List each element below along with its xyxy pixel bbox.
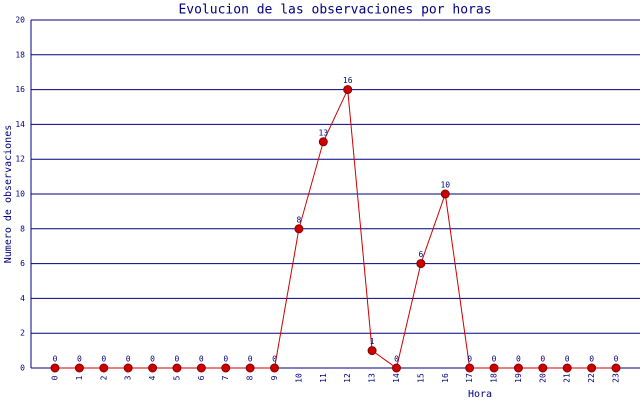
point — [294, 224, 304, 234]
point — [538, 363, 548, 373]
point — [123, 363, 133, 373]
data-label: 0 — [126, 355, 131, 364]
x-tick-label: 21 — [563, 373, 572, 383]
data-label: 0 — [516, 355, 521, 364]
x-tick-label: 4 — [148, 375, 157, 380]
data-label: 0 — [272, 355, 277, 364]
data-label: 0 — [101, 355, 106, 364]
x-tick-label: 16 — [441, 373, 450, 383]
data-label: 0 — [199, 355, 204, 364]
x-tick-label: 15 — [416, 373, 425, 383]
data-label: 8 — [296, 215, 301, 224]
x-tick-label: 14 — [392, 373, 401, 383]
x-tick-label: 2 — [99, 375, 108, 380]
x-tick-label: 22 — [587, 373, 596, 383]
x-tick-label: 9 — [270, 375, 279, 380]
data-label: 13 — [318, 128, 328, 137]
x-tick-label: 17 — [465, 373, 474, 383]
point — [50, 363, 60, 373]
x-tick-label: 10 — [294, 373, 303, 383]
point — [611, 363, 621, 373]
point — [148, 363, 158, 373]
y-tick-label: 10 — [15, 190, 25, 199]
data-label: 10 — [440, 181, 450, 190]
x-tick-label: 5 — [172, 375, 181, 380]
data-label: 1 — [370, 337, 375, 346]
data-label: 0 — [540, 355, 545, 364]
y-tick-label: 20 — [15, 16, 25, 25]
x-tick-label: 23 — [612, 373, 621, 383]
y-tick-label: 18 — [15, 50, 25, 59]
x-tick-label: 12 — [343, 373, 352, 383]
point — [440, 189, 450, 199]
y-tick-label: 2 — [20, 329, 25, 338]
data-label: 0 — [614, 355, 619, 364]
data-label: 0 — [394, 355, 399, 364]
point — [74, 363, 84, 373]
x-tick-label: 6 — [197, 375, 206, 380]
point — [587, 363, 597, 373]
x-tick-label: 18 — [490, 373, 499, 383]
y-tick-label: 14 — [15, 120, 25, 129]
x-tick-label: 20 — [538, 373, 547, 383]
y-tick-label: 4 — [20, 294, 25, 303]
y-tick-label: 16 — [15, 85, 25, 94]
data-label: 0 — [150, 355, 155, 364]
y-axis-label: Numero de observaciones — [3, 125, 14, 263]
chart-title: Evolucion de las observaciones por horas — [178, 3, 491, 18]
y-tick-label: 8 — [20, 224, 25, 233]
data-label: 0 — [223, 355, 228, 364]
data-label: 0 — [565, 355, 570, 364]
x-tick-label: 1 — [75, 375, 84, 380]
point — [513, 363, 523, 373]
point — [562, 363, 572, 373]
x-tick-label: 11 — [319, 373, 328, 383]
data-label: 0 — [53, 355, 58, 364]
y-tick-label: 0 — [20, 364, 25, 373]
x-tick-label: 3 — [124, 375, 133, 380]
x-tick-label: 13 — [368, 373, 377, 383]
point — [99, 363, 109, 373]
data-label: 0 — [248, 355, 253, 364]
point — [465, 363, 475, 373]
point — [343, 85, 353, 95]
point — [221, 363, 231, 373]
x-axis-label: Hora — [468, 389, 492, 400]
x-tick-label: 7 — [221, 375, 230, 380]
data-label: 0 — [589, 355, 594, 364]
data-label: 0 — [467, 355, 472, 364]
y-tick-label: 12 — [15, 155, 25, 164]
point — [196, 363, 206, 373]
point — [245, 363, 255, 373]
point — [489, 363, 499, 373]
x-tick-label: 19 — [514, 373, 523, 383]
data-label: 0 — [492, 355, 497, 364]
point — [416, 259, 426, 269]
point — [318, 137, 328, 147]
point — [391, 363, 401, 373]
data-label: 16 — [343, 76, 353, 85]
y-tick-label: 6 — [20, 259, 25, 268]
point — [367, 346, 377, 356]
x-tick-label: 8 — [246, 375, 255, 380]
data-label: 0 — [77, 355, 82, 364]
point — [270, 363, 280, 373]
data-label: 6 — [418, 250, 423, 259]
data-label: 0 — [175, 355, 180, 364]
point — [172, 363, 182, 373]
x-tick-label: 0 — [51, 375, 60, 380]
